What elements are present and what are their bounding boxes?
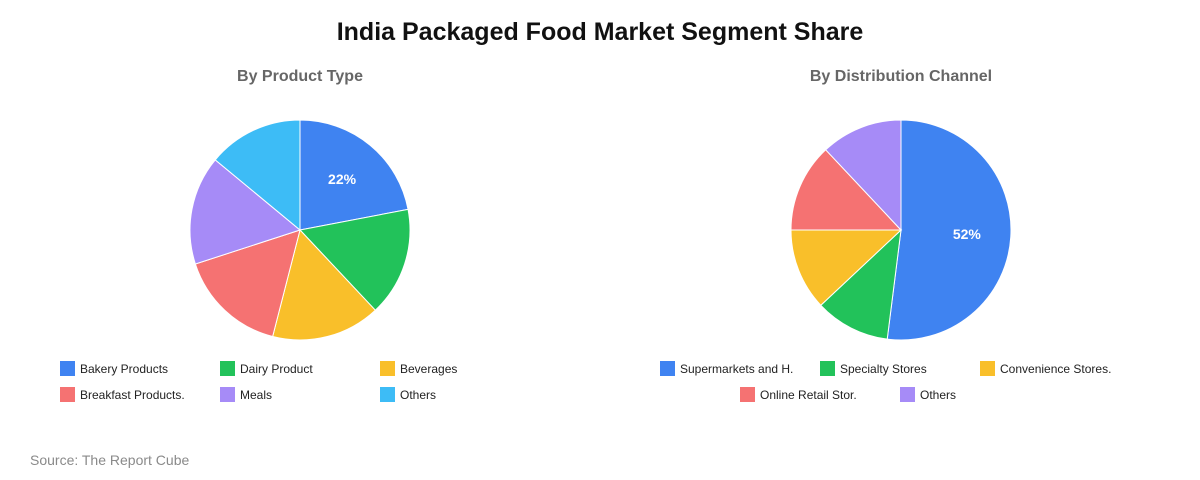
legend-label: Breakfast Products. (80, 387, 185, 402)
legend-label: Others (920, 387, 957, 402)
pie-slice-breakfast-products[interactable] (194, 229, 301, 338)
legend-label: Supermarkets and H. (680, 361, 794, 376)
legend-swatch (60, 387, 75, 402)
source-note: Source: The Report Cube (30, 452, 190, 468)
chart-title-product-type: By Product Type (237, 68, 363, 85)
legend-item-beverages[interactable]: Beverages (380, 361, 457, 376)
legend-item-convenience-stores[interactable]: Convenience Stores. (980, 361, 1111, 376)
legend-label: Specialty Stores (840, 361, 927, 376)
chart-title-distribution-channel: By Distribution Channel (809, 68, 993, 85)
pie-slice-dairy-product[interactable] (299, 208, 411, 311)
pie-slice-specialty-stores[interactable] (820, 228, 902, 340)
pie-slice-meals[interactable] (189, 159, 302, 265)
legend-label: Others (400, 387, 437, 402)
data-label: 22% (328, 171, 357, 187)
legend-swatch (380, 361, 395, 376)
legend-item-others-channel[interactable]: Others (900, 387, 956, 402)
legend-swatch (60, 361, 75, 376)
legend-item-breakfast-products[interactable]: Breakfast Products. (60, 387, 185, 402)
legend-label: Beverages (400, 361, 458, 376)
legend-swatch (740, 387, 755, 402)
legend-label: Meals (240, 387, 273, 402)
legend-swatch (220, 387, 235, 402)
legend-item-meals[interactable]: Meals (220, 387, 272, 402)
main-title: India Packaged Food Market Segment Share (336, 18, 864, 46)
pie-slice-online-retail-stor[interactable] (790, 149, 903, 231)
legend-swatch (820, 361, 835, 376)
pie-slice-beverages[interactable] (272, 228, 377, 341)
legend-label: Bakery Products (80, 361, 169, 376)
legend-item-specialty-stores[interactable]: Specialty Stores (820, 361, 927, 376)
legend-swatch (980, 361, 995, 376)
pie-slice-others[interactable] (824, 119, 902, 232)
legend-swatch (660, 361, 675, 376)
data-label: 52% (953, 226, 982, 242)
pie-slice-supermarkets-and-h[interactable] (886, 119, 1012, 341)
legend-swatch (380, 387, 395, 402)
pie-slice-convenience-stores[interactable] (790, 229, 903, 307)
legend-item-others[interactable]: Others (380, 387, 436, 402)
pie-slice-others[interactable] (214, 119, 301, 232)
legend-item-bakery-products[interactable]: Bakery Products (60, 361, 168, 376)
legend-swatch (900, 387, 915, 402)
legend-label: Online Retail Stor. (760, 387, 857, 402)
legend-label: Convenience Stores. (1000, 361, 1112, 376)
legend-label: Dairy Product (240, 361, 313, 376)
legend-item-dairy-product[interactable]: Dairy Product (220, 361, 313, 376)
legend-item-supermarkets[interactable]: Supermarkets and H. (660, 361, 793, 376)
legend-swatch (220, 361, 235, 376)
pie-slice-bakery-products[interactable] (299, 119, 409, 231)
legend-item-online-retail[interactable]: Online Retail Stor. (740, 387, 857, 402)
